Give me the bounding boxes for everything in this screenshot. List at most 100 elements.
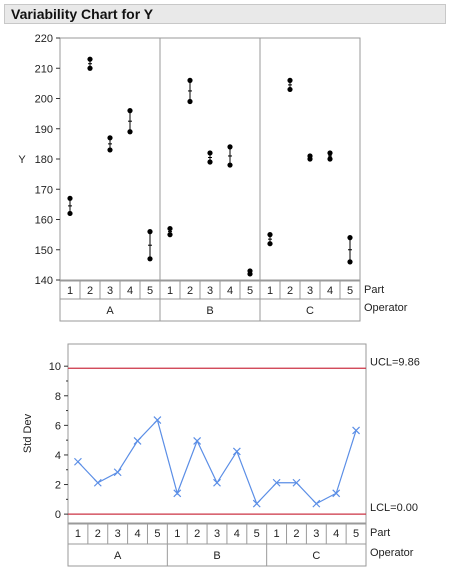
data-point xyxy=(107,147,113,153)
data-point xyxy=(347,235,353,241)
top-y-tick-label: 180 xyxy=(35,154,53,166)
top-y-tick-label: 140 xyxy=(35,275,53,287)
std-dev-series-line xyxy=(77,418,357,505)
top-part-label: 4 xyxy=(127,285,133,297)
chart-title: Variability Chart for Y xyxy=(11,6,154,22)
bottom-plot-frame xyxy=(67,343,367,524)
data-point xyxy=(87,65,93,71)
top-part-label: 2 xyxy=(287,285,293,297)
top-y-axis-label: Y xyxy=(18,154,26,166)
bottom-part-label: 1 xyxy=(274,528,280,540)
std-dev-point-stroke xyxy=(193,436,202,445)
std-dev-point-stroke xyxy=(252,499,261,508)
bottom-part-legend: Part xyxy=(370,527,390,539)
top-operator-label: A xyxy=(106,305,114,317)
std-dev-point-stroke xyxy=(93,478,102,487)
top-part-label: 2 xyxy=(87,285,93,297)
bottom-y-tick-label: 2 xyxy=(55,480,61,492)
bottom-part-label: 3 xyxy=(313,528,319,540)
top-part-label: 3 xyxy=(307,285,313,297)
data-point xyxy=(247,271,253,277)
variability-panel: 140 150 160 170 180 190 200 210 220 A 1 2 3 4 5 B 1 2 3 4 5 C… xyxy=(18,33,408,322)
bottom-y-tick-label: 4 xyxy=(55,450,61,462)
data-point xyxy=(107,135,113,141)
data-point xyxy=(227,162,233,168)
top-operator-label: C xyxy=(306,305,314,317)
std-dev-point-stroke xyxy=(352,426,360,435)
top-y-tick-label: 190 xyxy=(35,124,53,136)
bottom-y-tick-label: 10 xyxy=(49,361,61,373)
bottom-part-label: 4 xyxy=(333,528,339,540)
top-part-label: 1 xyxy=(267,285,273,297)
lcl-label: LCL=0.00 xyxy=(370,502,418,514)
bottom-part-label: 1 xyxy=(174,528,180,540)
top-part-label: 4 xyxy=(327,285,333,297)
bottom-operator-label: C xyxy=(312,550,320,562)
std-dev-point xyxy=(312,499,321,508)
std-dev-point xyxy=(232,447,241,456)
std-dev-point-stroke xyxy=(332,489,341,498)
data-point xyxy=(207,159,213,165)
std-dev-point xyxy=(272,478,281,487)
top-operator-legend: Operator xyxy=(364,302,408,314)
bottom-y-tick-label: 8 xyxy=(55,391,61,403)
data-point xyxy=(127,108,133,114)
data-point xyxy=(167,225,173,232)
std-dev-point-stroke xyxy=(173,489,182,498)
top-part-label: 2 xyxy=(187,285,193,297)
top-part-label: 3 xyxy=(107,285,113,297)
std-dev-point xyxy=(193,436,202,445)
top-category-frame xyxy=(59,280,361,322)
bottom-part-label: 5 xyxy=(353,528,359,540)
std-dev-point-stroke xyxy=(133,436,142,445)
top-part-label: 5 xyxy=(147,285,153,297)
top-part-label: 1 xyxy=(167,285,173,297)
top-y-tick-label: 210 xyxy=(35,63,53,75)
chart-title-bar[interactable]: Variability Chart for Y xyxy=(4,4,446,24)
std-dev-point xyxy=(93,478,102,487)
bottom-operator-label: A xyxy=(114,550,122,562)
top-y-tick-label: 150 xyxy=(35,245,53,257)
bottom-part-label: 5 xyxy=(154,528,160,540)
data-point xyxy=(227,144,233,150)
bottom-part-label: 2 xyxy=(95,528,101,540)
data-point xyxy=(267,241,273,247)
data-point xyxy=(127,129,133,135)
std-dev-point xyxy=(153,416,162,424)
std-dev-point-stroke xyxy=(292,478,301,487)
std-dev-point xyxy=(133,436,142,445)
std-dev-point xyxy=(213,478,221,487)
data-point xyxy=(287,86,293,93)
top-part-label: 4 xyxy=(227,285,233,297)
bottom-y-axis-label: Std Dev xyxy=(22,413,34,453)
std-dev-point xyxy=(173,489,182,498)
std-dev-point-stroke xyxy=(213,478,221,487)
bottom-y-tick-label: 0 xyxy=(55,509,61,521)
data-point xyxy=(267,232,273,238)
ucl-label: UCL=9.86 xyxy=(370,356,420,368)
bottom-part-label: 2 xyxy=(194,528,200,540)
top-part-label: 5 xyxy=(347,285,353,297)
data-point xyxy=(287,77,293,83)
std-dev-point-stroke xyxy=(272,478,281,487)
bottom-operator-legend: Operator xyxy=(370,547,414,559)
bottom-part-label: 3 xyxy=(214,528,220,540)
top-part-legend: Part xyxy=(364,284,384,296)
top-y-tick-label: 170 xyxy=(35,184,53,196)
data-point xyxy=(187,98,193,105)
bottom-part-label: 5 xyxy=(254,528,260,540)
data-point xyxy=(327,150,333,156)
data-point xyxy=(307,156,313,162)
std-dev-point xyxy=(332,489,341,498)
std-dev-point-stroke xyxy=(312,499,321,508)
std-dev-point-stroke xyxy=(153,416,162,424)
bottom-part-label: 2 xyxy=(293,528,299,540)
data-point xyxy=(347,259,353,265)
top-part-label: 3 xyxy=(207,285,213,297)
std-dev-point-stroke xyxy=(232,447,241,456)
bottom-operator-label: B xyxy=(213,550,220,562)
top-part-label: 5 xyxy=(247,285,253,297)
std-dev-point xyxy=(74,457,82,466)
std-dev-point-stroke xyxy=(74,457,82,466)
